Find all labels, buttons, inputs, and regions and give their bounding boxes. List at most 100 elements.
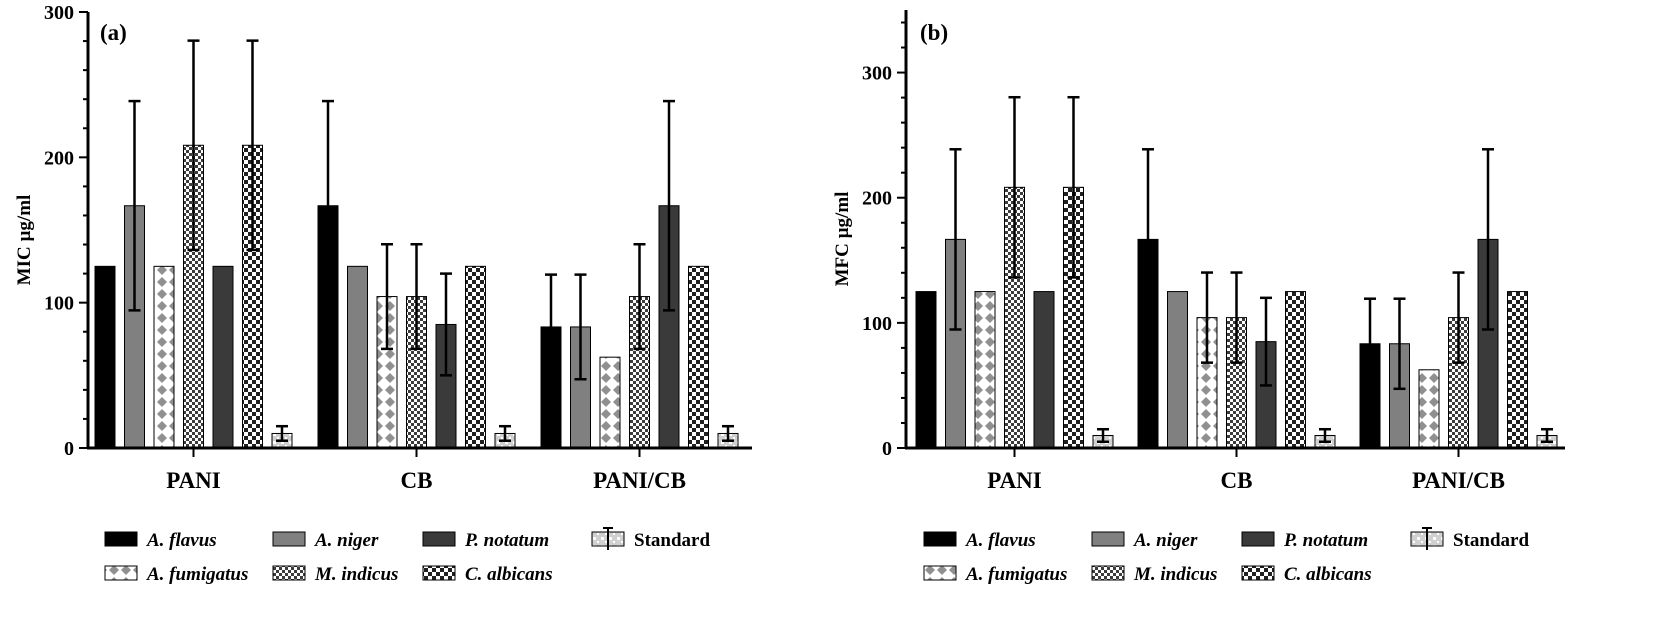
legend-b-item-a-flavus: A. flavus bbox=[923, 530, 1036, 551]
panel-a-errorbar-a-flavus-pani-cb bbox=[545, 273, 557, 381]
panel-b-errorbar-m-indicus-pani bbox=[1008, 95, 1021, 279]
panel-b-errorbar-a-niger-pani bbox=[949, 148, 962, 331]
legend-a-label-a-flavus: A. flavus bbox=[146, 530, 217, 551]
legend-b-swatch-p-notatum bbox=[1241, 531, 1275, 547]
legend-b-item-p-notatum: P. notatum bbox=[1241, 530, 1368, 551]
panel-b-y-tick-label: 200 bbox=[862, 188, 892, 210]
legend-b-item-a-niger: A. niger bbox=[1091, 530, 1198, 551]
legend-b-swatch-a-niger bbox=[1091, 531, 1125, 547]
legend-a-label-a-fumigatus: A. fumigatus bbox=[146, 564, 248, 585]
panel-a-y-tick-label: 100 bbox=[44, 293, 74, 315]
legend-b-swatch-a-flavus bbox=[923, 531, 957, 547]
panel-a-y-axis-label: MIC µg/ml bbox=[14, 195, 35, 286]
legend-a-item-m-indicus: M. indicus bbox=[272, 564, 398, 585]
panel-b-errorbar-m-indicus-cb bbox=[1230, 271, 1243, 364]
chart-panel-b: 0 100 200 300 PANI CB PANI/CB MFC µg/ml (b) bbox=[832, 10, 1565, 493]
legend-b-item-c-albicans: C. albicans bbox=[1241, 564, 1372, 585]
panel-b-x-tick-label-cb: CB bbox=[1221, 468, 1253, 493]
panel-a-errorbar-p-notatum-pani-cb bbox=[663, 99, 675, 312]
panel-b-errorbar-standard-cb bbox=[1319, 427, 1331, 443]
legend-a-item-a-fumigatus: A. fumigatus bbox=[104, 564, 248, 585]
panel-b-errorbar-c-albicans-pani bbox=[1067, 95, 1080, 279]
panel-a-x-tick-label-cb: CB bbox=[401, 468, 433, 493]
panel-a-bar-a-fumigatus-pani-cb bbox=[599, 356, 621, 449]
legend-b-item-a-fumigatus: A. fumigatus bbox=[923, 564, 1067, 585]
panel-a-bar-a-niger-cb bbox=[347, 265, 368, 449]
panel-a-bar-p-notatum-pani bbox=[212, 265, 234, 449]
legend-b-swatch-a-fumigatus bbox=[923, 565, 957, 581]
panel-a-y-tick-label: 200 bbox=[44, 147, 74, 169]
legend-a-item-p-notatum: P. notatum bbox=[422, 530, 549, 551]
panel-a-errorbar-c-albicans-pani bbox=[246, 39, 259, 252]
panel-a-errorbar-standard-pani bbox=[276, 424, 288, 442]
panel-a-errorbar-a-flavus-cb bbox=[322, 99, 334, 312]
panel-b-y-tick-label: 300 bbox=[862, 63, 892, 85]
panel-b-errorbar-a-niger-pani-cb bbox=[1393, 297, 1406, 391]
panel-a-errorbar-a-niger-pani bbox=[128, 99, 141, 312]
panel-a-errorbar-standard-pani-cb bbox=[722, 424, 734, 442]
panel-a-errorbar-a-fumigatus-cb bbox=[381, 242, 393, 351]
panel-a-panel-label: (a) bbox=[100, 20, 127, 45]
legend-a-swatch-a-niger bbox=[272, 531, 306, 547]
legend-a-label-a-niger: A. niger bbox=[314, 530, 379, 551]
panel-b-errorbar-p-notatum-cb bbox=[1260, 296, 1272, 387]
panel-b-errorbar-a-flavus-pani-cb bbox=[1364, 297, 1376, 391]
panel-a-bar-a-flavus-pani bbox=[94, 265, 116, 449]
legend-a-swatch-a-flavus bbox=[104, 531, 138, 547]
panel-b-errorbar-a-fumigatus-cb bbox=[1201, 271, 1213, 364]
panel-b-errorbar-standard-pani-cb bbox=[1541, 427, 1553, 443]
legend-a: A. flavus A. niger P. notatum Standard A. fu… bbox=[104, 527, 710, 585]
legend-b-swatch-c-albicans bbox=[1241, 565, 1275, 581]
panel-b-bar-a-fumigatus-pani-cb bbox=[1418, 369, 1440, 449]
legend-b-label-a-niger: A. niger bbox=[1133, 530, 1198, 551]
legend-a-swatch-m-indicus bbox=[272, 565, 306, 581]
panel-b-errorbar-standard-pani bbox=[1097, 427, 1109, 443]
legend-b-label-p-notatum: P. notatum bbox=[1283, 530, 1368, 551]
panel-a-errorbar-p-notatum-cb bbox=[440, 272, 452, 377]
panel-a-y-tick-label: 0 bbox=[64, 438, 74, 460]
legend-b-label-a-flavus: A. flavus bbox=[965, 530, 1036, 551]
legend-a-label-m-indicus: M. indicus bbox=[314, 564, 398, 585]
panel-b-panel-label: (b) bbox=[920, 20, 948, 45]
panel-a-bar-c-albicans-cb bbox=[465, 265, 486, 449]
legend-a-item-c-albicans: C. albicans bbox=[422, 564, 553, 585]
panel-b-y-tick-label: 0 bbox=[882, 438, 892, 460]
legend-a-label-c-albicans: C. albicans bbox=[465, 564, 553, 585]
panel-b-bar-c-albicans-pani-cb bbox=[1507, 291, 1528, 449]
panel-b-errorbar-p-notatum-pani-cb bbox=[1482, 148, 1494, 331]
legend-b-label-m-indicus: M. indicus bbox=[1133, 564, 1217, 585]
legend-a-swatch-c-albicans bbox=[422, 565, 456, 581]
panel-a-bar-a-fumigatus-pani bbox=[153, 265, 175, 449]
legend-b-swatch-m-indicus bbox=[1091, 565, 1125, 581]
panel-b-bar-a-flavus-pani bbox=[915, 291, 937, 449]
panel-a-errorbar-m-indicus-pani-cb bbox=[633, 242, 646, 351]
chart-panel-a: 0 100 200 300 PANI CB PANI/CB MIC µg/ml (a) bbox=[14, 2, 752, 493]
legend-b-label-a-fumigatus: A. fumigatus bbox=[965, 564, 1067, 585]
legend-a-label-p-notatum: P. notatum bbox=[464, 530, 549, 551]
panel-b-x-tick-label-pani-cb: PANI/CB bbox=[1412, 468, 1505, 493]
legend-a-item-a-niger: A. niger bbox=[272, 530, 379, 551]
legend-a-swatch-p-notatum bbox=[422, 531, 456, 547]
panel-b-bar-p-notatum-pani bbox=[1033, 291, 1055, 449]
panel-a-x-tick-label-pani-cb: PANI/CB bbox=[593, 468, 686, 493]
legend-b: A. flavus A. niger P. notatum Standard A. fu… bbox=[923, 527, 1529, 585]
panel-a-y-tick-label: 300 bbox=[44, 2, 74, 24]
panel-a-errorbar-standard-cb bbox=[499, 424, 511, 442]
panel-a-x-tick-label-pani: PANI bbox=[166, 468, 221, 493]
panel-a-errorbar-m-indicus-cb bbox=[410, 242, 423, 351]
legend-a-item-standard: Standard bbox=[591, 527, 710, 551]
panel-b-y-axis-label: MFC µg/ml bbox=[832, 192, 853, 287]
panel-b-errorbar-m-indicus-pani-cb bbox=[1452, 271, 1465, 364]
legend-b-label-standard: Standard bbox=[1453, 530, 1529, 551]
panel-b-y-tick-label: 100 bbox=[862, 313, 892, 335]
legend-a-label-standard: Standard bbox=[634, 530, 710, 551]
legend-a-item-a-flavus: A. flavus bbox=[104, 530, 217, 551]
legend-b-label-c-albicans: C. albicans bbox=[1284, 564, 1372, 585]
panel-b-bar-a-fumigatus-pani bbox=[974, 291, 996, 449]
panel-a-errorbar-m-indicus-pani bbox=[187, 39, 200, 252]
panel-b-errorbar-a-flavus-cb bbox=[1142, 148, 1154, 331]
panel-a-bar-c-albicans-pani-cb bbox=[688, 265, 709, 449]
legend-a-swatch-a-fumigatus bbox=[104, 565, 138, 581]
legend-b-item-m-indicus: M. indicus bbox=[1091, 564, 1217, 585]
